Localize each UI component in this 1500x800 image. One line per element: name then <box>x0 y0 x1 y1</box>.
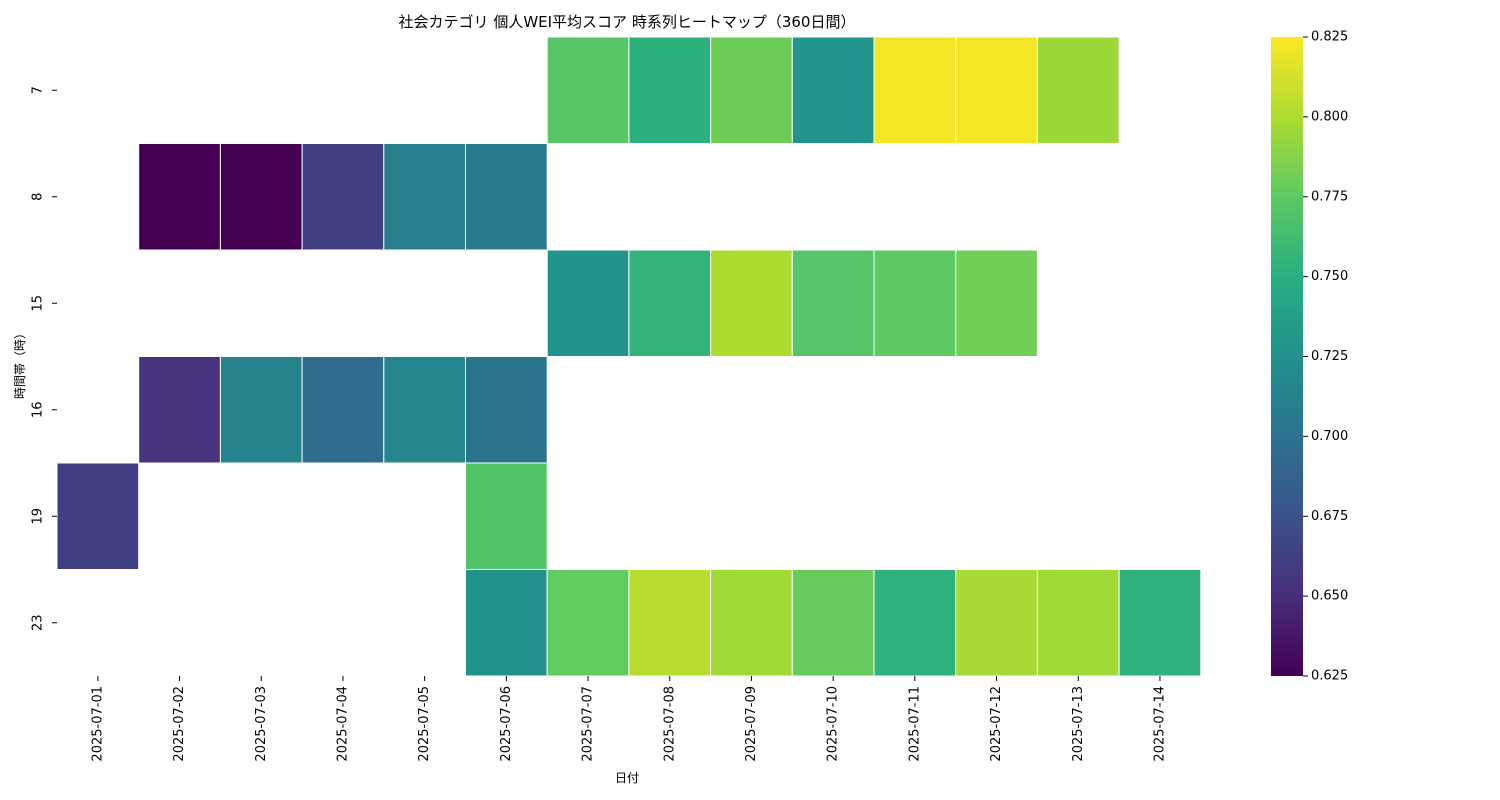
x-tick-label: 2025-07-09 <box>744 686 759 762</box>
x-tick-label: 2025-07-10 <box>826 686 841 762</box>
colorbar-tick-label: 0.800 <box>1311 109 1348 124</box>
heatmap-cell <box>301 356 385 464</box>
y-axis: 7 8 15 16 19 23 <box>31 86 57 631</box>
heatmap-cell <box>546 249 630 357</box>
heatmap-cell <box>873 36 957 144</box>
heatmap-cell <box>955 569 1038 677</box>
x-tick-label: 2025-07-01 <box>90 686 105 762</box>
heatmap-cell <box>791 249 875 357</box>
chart-title: 社会カテゴリ 個人WEI平均スコア 時系列ヒートマップ（360日間） <box>399 13 856 31</box>
colorbar-ticks: 0.625 0.650 0.675 0.700 0.725 0.750 0.775 0.800… <box>1303 30 1348 684</box>
heatmap-cell <box>219 143 303 251</box>
colorbar-tick-label: 0.700 <box>1311 429 1348 444</box>
heatmap-cell <box>628 36 712 144</box>
colorbar-tick-label: 0.675 <box>1311 509 1348 524</box>
x-tick-label: 2025-07-04 <box>335 686 350 762</box>
y-axis-label: 時間帯（時） <box>13 327 27 399</box>
y-tick-label: 15 <box>31 295 46 312</box>
y-tick-label: 7 <box>31 86 46 94</box>
heatmap-cell <box>1036 36 1120 144</box>
x-tick-label: 2025-07-03 <box>254 686 269 762</box>
x-tick-label: 2025-07-02 <box>172 686 187 762</box>
x-tick-label: 2025-07-06 <box>499 686 514 762</box>
heatmap-cell <box>628 569 712 677</box>
heatmap-cell <box>873 569 957 677</box>
heatmap-cell <box>873 249 957 357</box>
heatmap-cell <box>465 143 548 251</box>
heatmap-cell <box>628 249 712 357</box>
colorbar-tick-label: 0.650 <box>1311 589 1348 604</box>
x-tick-label: 2025-07-08 <box>662 686 677 762</box>
heatmap-cell <box>465 356 548 464</box>
y-tick-label: 23 <box>31 614 46 631</box>
heatmap-cell <box>1118 569 1202 677</box>
heatmap-cell <box>1036 569 1120 677</box>
heatmap-cell <box>383 356 466 464</box>
colorbar-tick-label: 0.825 <box>1311 30 1348 45</box>
heatmap-cell <box>710 249 793 357</box>
x-tick-label: 2025-07-11 <box>907 686 922 762</box>
heatmap-cell <box>710 36 793 144</box>
x-axis-label: 日付 <box>615 771 639 785</box>
x-tick-label: 2025-07-07 <box>581 686 596 762</box>
heatmap-cell <box>955 249 1038 357</box>
x-tick-label: 2025-07-14 <box>1152 686 1167 762</box>
y-tick-label: 19 <box>31 508 46 525</box>
colorbar-tick-label: 0.725 <box>1311 349 1348 364</box>
x-axis: 2025-07-01 2025-07-02 2025-07-03 2025-07-04… <box>90 676 1167 762</box>
colorbar-tick-label: 0.750 <box>1311 269 1348 284</box>
colorbar-tick-label: 0.625 <box>1311 669 1348 684</box>
heatmap-cells <box>56 36 1202 677</box>
y-tick-label: 16 <box>31 401 46 418</box>
heatmap-cell <box>955 36 1038 144</box>
heatmap-cell <box>383 143 466 251</box>
heatmap-cell <box>546 36 630 144</box>
y-tick-label: 8 <box>31 193 46 201</box>
x-tick-label: 2025-07-13 <box>1071 686 1086 762</box>
heatmap-cell <box>546 569 630 677</box>
x-tick-label: 2025-07-12 <box>989 686 1004 762</box>
heatmap-cell <box>138 143 221 251</box>
heatmap-cell <box>138 356 221 464</box>
x-tick-label: 2025-07-05 <box>417 686 432 762</box>
heatmap-cell <box>791 36 875 144</box>
colorbar <box>1271 37 1303 676</box>
heatmap-cell <box>465 569 548 677</box>
heatmap-cell <box>710 569 793 677</box>
colorbar-tick-label: 0.775 <box>1311 189 1348 204</box>
heatmap-cell <box>301 143 385 251</box>
heatmap-cell <box>465 462 548 570</box>
heatmap-cell <box>219 356 303 464</box>
heatmap-cell <box>791 569 875 677</box>
heatmap-cell <box>56 462 140 570</box>
